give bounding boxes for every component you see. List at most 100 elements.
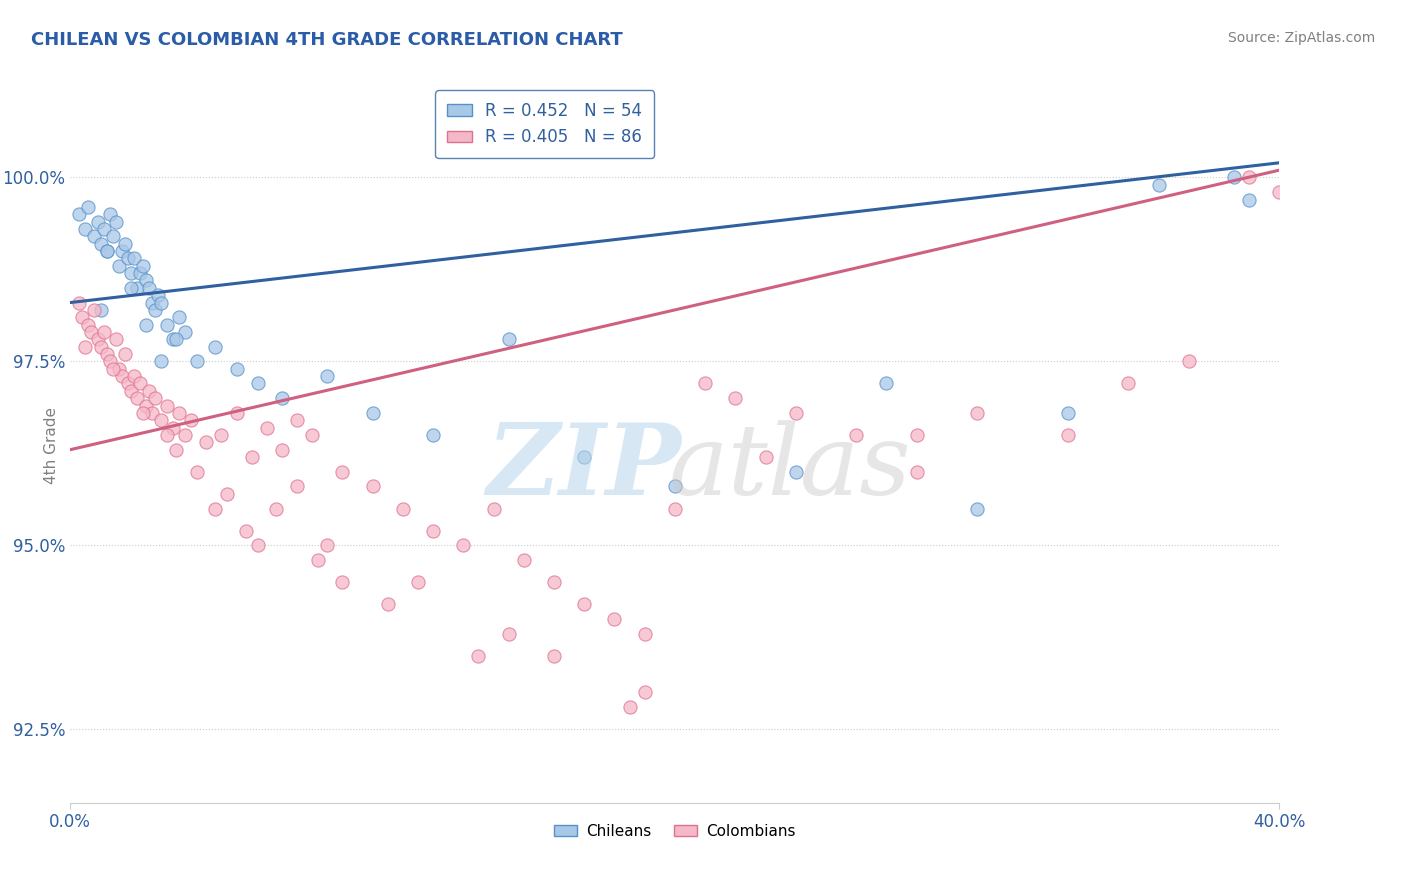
Point <box>146 288 169 302</box>
Point <box>143 302 166 317</box>
Point <box>72 310 94 325</box>
Point <box>845 428 868 442</box>
Text: CHILEAN VS COLOMBIAN 4TH GRADE CORRELATION CHART: CHILEAN VS COLOMBIAN 4TH GRADE CORRELATI… <box>31 31 623 49</box>
Point <box>180 413 202 427</box>
Point <box>225 406 247 420</box>
Point <box>482 501 505 516</box>
Point <box>270 391 294 405</box>
Point <box>138 384 160 398</box>
Point <box>1239 170 1261 185</box>
Point <box>120 281 142 295</box>
Point <box>498 332 520 346</box>
Point <box>107 259 129 273</box>
Point <box>77 318 100 332</box>
Point <box>96 244 118 258</box>
Point <box>138 281 160 295</box>
Point <box>132 406 155 420</box>
Point <box>93 222 115 236</box>
Point <box>101 361 124 376</box>
Point <box>270 442 294 457</box>
Point <box>165 332 187 346</box>
Point <box>174 428 197 442</box>
Point <box>406 575 429 590</box>
Point <box>165 442 187 457</box>
Point <box>141 406 163 420</box>
Point <box>96 244 118 258</box>
Point <box>86 332 108 346</box>
Point <box>754 450 776 464</box>
Point <box>122 369 145 384</box>
Point <box>785 465 807 479</box>
Point <box>543 648 565 663</box>
Point <box>246 538 269 552</box>
Point <box>117 376 139 391</box>
Point <box>135 399 157 413</box>
Point <box>195 435 218 450</box>
Point <box>162 420 184 434</box>
Point <box>307 553 329 567</box>
Point <box>114 236 136 251</box>
Text: atlas: atlas <box>668 420 911 515</box>
Point <box>633 626 655 640</box>
Point <box>107 361 129 376</box>
Point <box>104 332 127 346</box>
Point <box>132 259 155 273</box>
Point <box>162 332 184 346</box>
Point <box>156 428 179 442</box>
Point <box>101 229 124 244</box>
Point <box>966 501 988 516</box>
Point <box>167 406 190 420</box>
Point <box>204 501 226 516</box>
Point <box>422 428 444 442</box>
Point <box>574 597 596 611</box>
Point <box>875 376 898 391</box>
Point <box>156 318 179 332</box>
Point <box>135 318 157 332</box>
Point <box>67 207 90 221</box>
Point <box>905 465 928 479</box>
Point <box>125 391 148 405</box>
Point <box>246 376 269 391</box>
Point <box>264 501 287 516</box>
Point <box>156 399 179 413</box>
Point <box>695 376 717 391</box>
Point <box>225 361 247 376</box>
Point <box>86 214 108 228</box>
Point <box>905 428 928 442</box>
Point <box>574 450 596 464</box>
Point <box>1239 193 1261 207</box>
Point <box>316 538 339 552</box>
Point <box>785 406 807 420</box>
Point <box>98 354 121 368</box>
Point <box>80 325 103 339</box>
Point <box>301 428 323 442</box>
Point <box>422 524 444 538</box>
Point <box>96 347 118 361</box>
Point <box>98 207 121 221</box>
Point <box>966 406 988 420</box>
Point <box>361 479 384 493</box>
Point <box>1178 354 1201 368</box>
Point <box>1118 376 1140 391</box>
Point <box>83 302 105 317</box>
Point <box>120 384 142 398</box>
Point <box>285 413 308 427</box>
Point <box>128 376 150 391</box>
Point <box>111 244 134 258</box>
Point <box>83 229 105 244</box>
Point <box>543 575 565 590</box>
Point <box>316 369 339 384</box>
Point <box>167 310 190 325</box>
Point <box>204 340 226 354</box>
Point <box>75 340 97 354</box>
Point <box>619 700 641 714</box>
Point <box>664 501 686 516</box>
Point <box>186 354 208 368</box>
Point <box>235 524 257 538</box>
Point <box>453 538 475 552</box>
Y-axis label: 4th Grade: 4th Grade <box>44 408 59 484</box>
Point <box>603 612 626 626</box>
Text: Source: ZipAtlas.com: Source: ZipAtlas.com <box>1227 31 1375 45</box>
Text: ZIP: ZIP <box>486 419 682 516</box>
Point <box>117 252 139 266</box>
